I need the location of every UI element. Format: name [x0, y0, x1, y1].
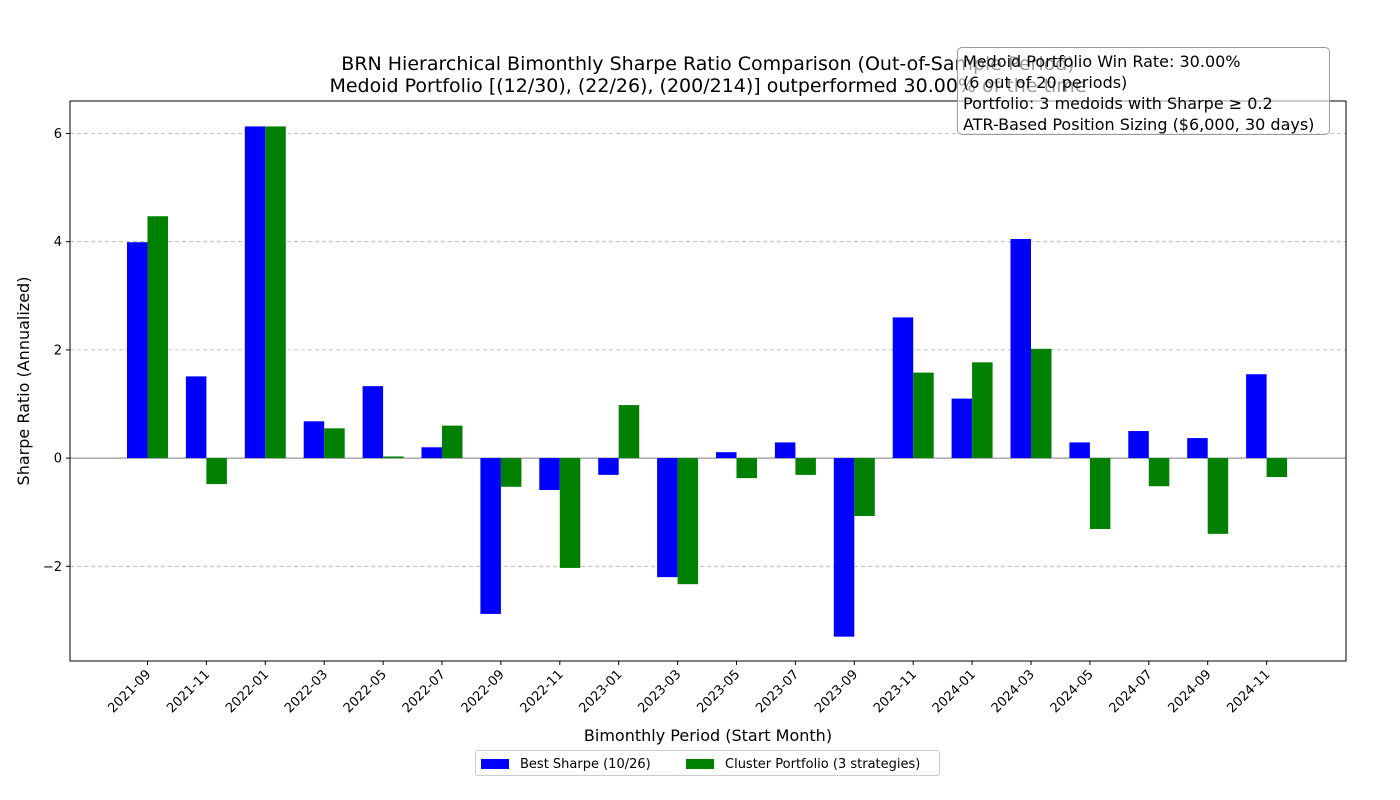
bar-cluster-portfolio: [913, 372, 934, 459]
bar-best-sharpe: [1246, 374, 1267, 459]
bar-best-sharpe: [303, 421, 325, 459]
bar-best-sharpe: [1010, 238, 1031, 459]
legend-label-best-sharpe: Best Sharpe (10/26): [520, 756, 651, 772]
bar-best-sharpe: [716, 452, 737, 459]
legend-item-cluster-portfolio: Cluster Portfolio (3 strategies): [686, 751, 920, 777]
y-axis-label: Sharpe Ratio (Annualized): [14, 277, 33, 486]
bar-best-sharpe: [657, 458, 678, 578]
y-tick-label: 2: [54, 343, 62, 358]
x-tick-label: 2024-09: [1166, 667, 1215, 716]
bar-best-sharpe: [1069, 442, 1090, 459]
bar-cluster-portfolio: [206, 458, 227, 485]
x-tick-label: 2022-11: [518, 667, 567, 716]
bar-cluster-portfolio: [677, 458, 699, 585]
chart-subtitle: Medoid Portfolio [(12/30), (22/26), (200…: [329, 75, 1086, 97]
legend-swatch-cluster-portfolio: [686, 759, 714, 769]
y-tick-label: 4: [54, 235, 62, 250]
bar-best-sharpe: [539, 458, 560, 491]
x-tick-label: 2022-03: [282, 667, 331, 716]
x-axis-label: Bimonthly Period (Start Month): [584, 726, 832, 745]
legend-item-best-sharpe: Best Sharpe (10/26): [481, 751, 651, 777]
bar-best-sharpe: [421, 447, 442, 459]
bar-cluster-portfolio: [500, 458, 522, 487]
x-tick-label: 2022-05: [341, 667, 390, 716]
bar-best-sharpe: [1187, 438, 1208, 459]
chart-title: BRN Hierarchical Bimonthly Sharpe Ratio …: [341, 53, 1074, 75]
bar-best-sharpe: [892, 317, 914, 459]
bar-best-sharpe: [480, 458, 501, 614]
x-tick-label: 2021-11: [164, 667, 213, 716]
x-tick-label: 2023-11: [871, 667, 920, 716]
bar-cluster-portfolio: [736, 458, 757, 479]
x-tick-label: 2024-07: [1107, 667, 1156, 716]
bar-cluster-portfolio: [383, 456, 404, 459]
legend-label-cluster-portfolio: Cluster Portfolio (3 strategies): [725, 756, 921, 772]
legend-swatch-best-sharpe: [481, 759, 509, 769]
y-tick-label: 6: [54, 127, 62, 142]
bar-cluster-portfolio: [1207, 458, 1229, 534]
bar-cluster-portfolio: [972, 362, 993, 459]
bar-best-sharpe: [598, 458, 619, 475]
bar-best-sharpe: [244, 126, 266, 459]
chart-legend: Best Sharpe (10/26) Cluster Portfolio (3…: [475, 750, 940, 776]
x-tick-label: 2024-05: [1048, 667, 1097, 716]
x-tick-label: 2024-11: [1224, 667, 1273, 716]
bar-best-sharpe: [1128, 431, 1149, 459]
bar-best-sharpe: [185, 376, 207, 459]
x-tick-label: 2023-05: [694, 667, 743, 716]
bar-cluster-portfolio: [1089, 458, 1111, 529]
y-tick-label: −2: [43, 560, 62, 575]
y-tick-label: 0: [54, 452, 62, 467]
info-win-rate: Medoid Portfolio Win Rate: 30.00%: [963, 52, 1241, 71]
x-tick-label: 2024-03: [989, 667, 1038, 716]
info-periods: (6 out of 20 periods): [963, 73, 1128, 92]
bar-cluster-portfolio: [147, 216, 168, 459]
bar-best-sharpe: [362, 386, 384, 459]
x-tick-label: 2023-03: [635, 667, 684, 716]
bar-best-sharpe: [833, 458, 855, 637]
info-position-sizing: ATR-Based Position Sizing ($6,000, 30 da…: [963, 115, 1315, 134]
bar-cluster-portfolio: [1266, 458, 1288, 478]
x-tick-label: 2023-09: [812, 667, 861, 716]
x-tick-label: 2023-01: [577, 667, 626, 716]
bar-cluster-portfolio: [265, 126, 286, 459]
plot-area-frame: [69, 100, 1347, 662]
x-tick-label: 2024-01: [930, 667, 979, 716]
x-tick-label: 2021-09: [105, 667, 154, 716]
bar-layer: [127, 126, 1288, 637]
bar-best-sharpe: [951, 398, 973, 459]
x-tick-label: 2023-07: [753, 667, 802, 716]
win-rate-info-box: Medoid Portfolio Win Rate: 30.00% (6 out…: [957, 47, 1330, 135]
info-portfolio: Portfolio: 3 medoids with Sharpe ≥ 0.2: [963, 94, 1273, 113]
bar-cluster-portfolio: [442, 425, 463, 459]
bar-cluster-portfolio: [1148, 458, 1170, 487]
bar-cluster-portfolio: [1031, 348, 1052, 459]
x-tick-label: 2022-07: [400, 667, 449, 716]
bar-cluster-portfolio: [618, 405, 640, 459]
x-tick-label: 2022-09: [459, 667, 508, 716]
bar-best-sharpe: [774, 442, 796, 459]
bar-cluster-portfolio: [854, 458, 875, 516]
bar-cluster-portfolio: [795, 458, 816, 475]
bar-cluster-portfolio: [324, 428, 345, 459]
bar-best-sharpe: [127, 242, 148, 459]
bar-cluster-portfolio: [559, 458, 581, 568]
x-tick-label: 2022-01: [223, 667, 272, 716]
